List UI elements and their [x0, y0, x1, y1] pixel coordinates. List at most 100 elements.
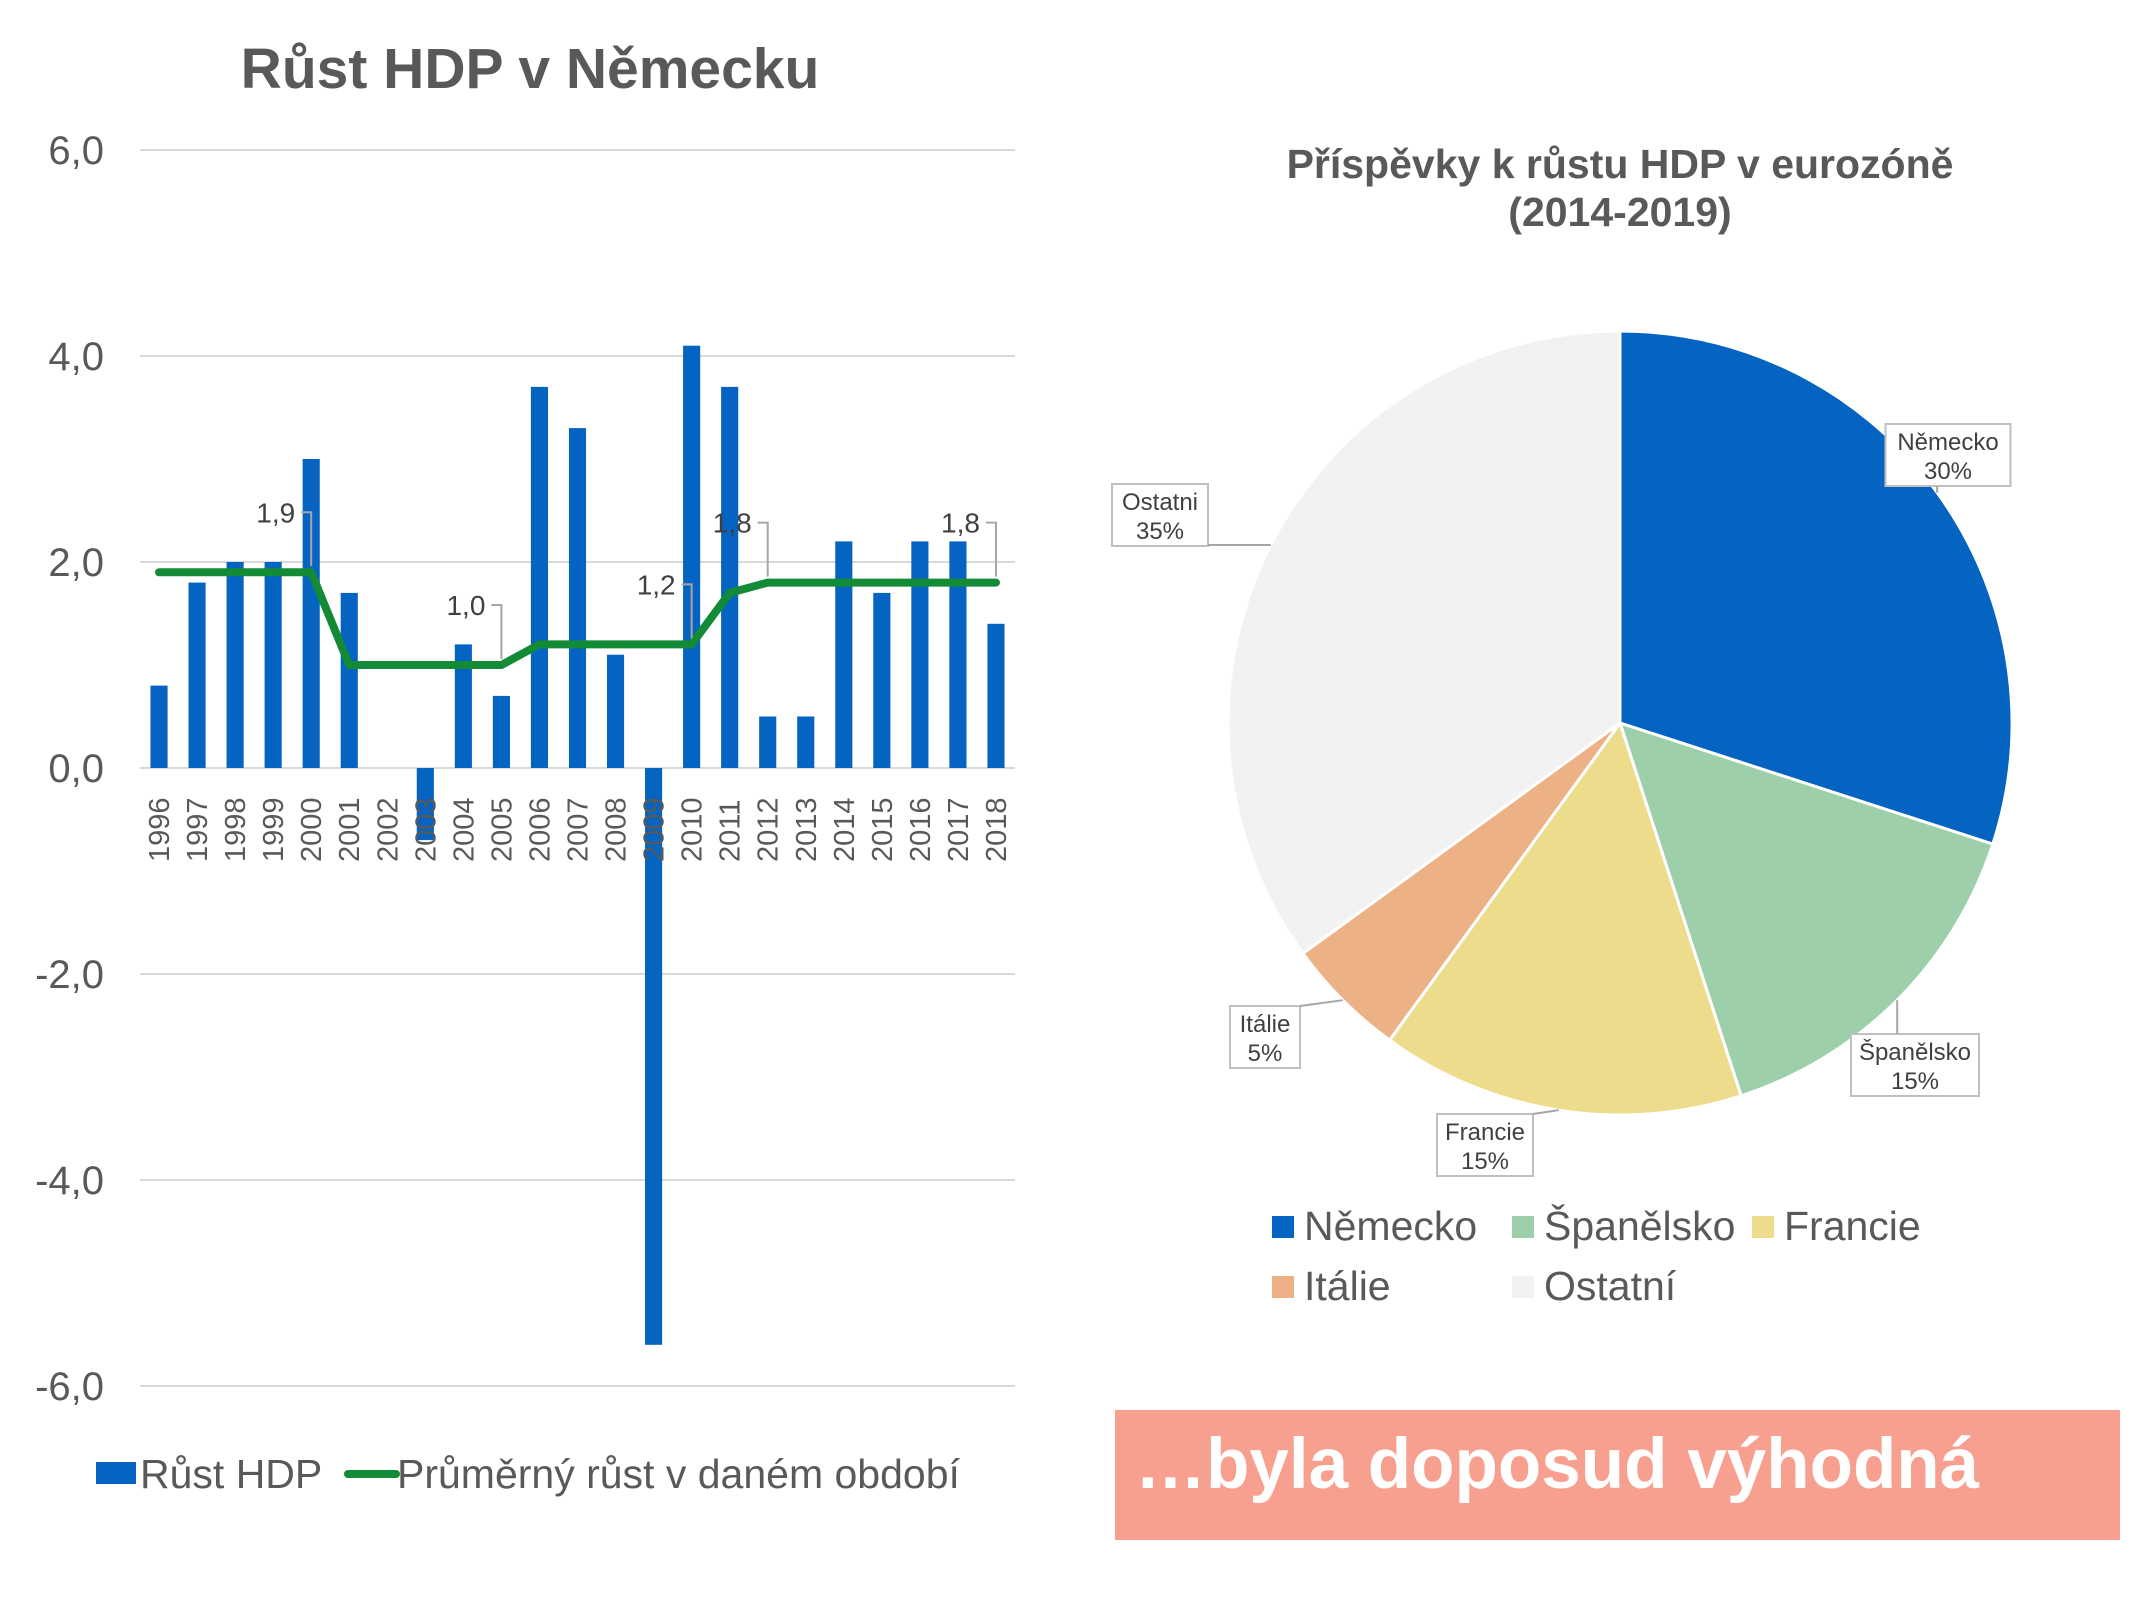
data-label: 1,9 — [256, 497, 295, 528]
bar-chart-bars — [150, 345, 1005, 1345]
pie-callout-leader — [1532, 1109, 1559, 1115]
data-label: 1,2 — [637, 569, 676, 600]
x-tick-label: 1999 — [258, 797, 290, 862]
pie-callout-name: Německo — [1897, 429, 1998, 456]
pie-legend-swatch — [1752, 1216, 1774, 1238]
bar-chart-title: Růst HDP v Německu — [241, 37, 820, 101]
bar-chart-y-axis: 6,0 4,0 2,0 0,0 -2,0 -4,0 -6,0 — [35, 129, 104, 1409]
x-tick-label: 2010 — [677, 797, 709, 862]
x-tick-label: 2004 — [448, 797, 480, 862]
x-tick-label: 2008 — [601, 797, 633, 862]
bar-2001 — [340, 592, 358, 768]
bar-1998 — [226, 562, 244, 768]
bar-2009 — [645, 768, 663, 1345]
bar-1999 — [264, 562, 282, 768]
pie-callout-percent: 5% — [1248, 1040, 1283, 1067]
legend-swatch-bar — [96, 1462, 136, 1484]
pie-legend-label: Itálie — [1304, 1263, 1391, 1309]
bar-2012 — [759, 716, 777, 768]
y-tick-label: -6,0 — [35, 1365, 104, 1409]
x-tick-label: 2011 — [715, 800, 747, 862]
legend-label-gdp-growth: Růst HDP — [140, 1451, 322, 1497]
data-label-leader — [757, 521, 769, 577]
pie-slice-2 — [1387, 719, 1744, 1117]
data-label: 1,8 — [941, 508, 980, 539]
x-tick-label: 2012 — [753, 797, 785, 862]
bar-2018 — [987, 623, 1005, 768]
conclusion-banner: …byla doposud výhodná — [1115, 1410, 2120, 1540]
y-tick-label: -2,0 — [35, 953, 104, 997]
pie-legend-label: Španělsko — [1544, 1203, 1735, 1249]
average-line-data-labels: 1,9 1,0 1,2 1,8 1,8 — [256, 497, 997, 659]
pie-legend-label: Ostatní — [1544, 1263, 1677, 1309]
eurozone-contribution-chart: Příspěvky k růstu HDP v eurozóně (2014-2… — [1111, 141, 2014, 1309]
pie-legend-swatch — [1272, 1276, 1294, 1298]
x-tick-label: 2013 — [791, 797, 823, 862]
bar-2007 — [568, 428, 587, 768]
pie-slice-1 — [1617, 720, 1995, 1098]
pie-callout-percent: 15% — [1461, 1148, 1509, 1175]
data-label-leader — [301, 511, 313, 567]
bar-2016 — [911, 541, 929, 768]
bar-2003 — [416, 768, 434, 841]
bar-2006 — [530, 386, 549, 768]
pie-legend-label: Francie — [1784, 1203, 1921, 1249]
pie-callout-box — [1436, 1113, 1534, 1177]
pie-callout-name: Ostatni — [1122, 489, 1198, 516]
legend-label-average-growth: Průměrný růst v daném období — [397, 1451, 960, 1497]
pie-callout-leader — [1299, 999, 1343, 1007]
average-growth-line — [155, 568, 1000, 669]
data-label-leader — [985, 521, 997, 577]
x-tick-label: 2006 — [524, 797, 556, 862]
bar-1996 — [150, 685, 168, 768]
pie-callouts: Německo30%Španělsko15%Francie15%Itálie5%… — [1111, 423, 2012, 1177]
bar-2014 — [835, 541, 853, 768]
x-tick-label: 2009 — [639, 797, 671, 862]
x-tick-label: 2005 — [486, 797, 518, 862]
pie-legend-swatch — [1512, 1216, 1534, 1238]
data-label: 1,0 — [446, 590, 485, 621]
y-tick-label: 0,0 — [48, 747, 104, 791]
bar-1997 — [188, 582, 206, 768]
banner-text: …byla doposud výhodná — [1135, 1425, 1980, 1504]
pie-callout-percent: 30% — [1924, 458, 1972, 485]
bar-2005 — [492, 695, 510, 768]
data-label-leader — [681, 583, 693, 639]
bar-2004 — [454, 644, 472, 768]
bar-2011 — [721, 386, 739, 768]
pie-slice-0 — [1618, 329, 2014, 847]
data-label-leader — [491, 604, 503, 659]
pie-legend-swatch — [1512, 1276, 1534, 1298]
bar-chart-x-axis: 1996 1997 1998 1999 2000 2001 2002 2003 2004 2005… — [144, 797, 1013, 862]
x-tick-label: 2016 — [905, 797, 937, 862]
pie-callout-box — [1884, 423, 2012, 487]
pie-callout-box — [1111, 483, 1209, 547]
bar-2013 — [797, 716, 815, 768]
bar-2008 — [606, 654, 625, 768]
pie-callout-percent: 35% — [1136, 518, 1184, 545]
x-tick-label: 2014 — [829, 797, 861, 862]
y-tick-label: -4,0 — [35, 1159, 104, 1203]
bar-2010 — [683, 345, 701, 768]
x-tick-label: 2007 — [563, 797, 595, 862]
x-tick-label: 2018 — [981, 797, 1013, 862]
pie-callout-box — [1229, 1005, 1301, 1069]
pie-chart-legend: Německo Španělsko Francie Itálie Ostatní — [1272, 1203, 1921, 1309]
bar-2015 — [873, 592, 891, 768]
data-label: 1,8 — [713, 508, 752, 539]
pie-callout-name: Španělsko — [1859, 1038, 1971, 1066]
x-tick-label: 1998 — [220, 797, 252, 862]
x-tick-label: 2000 — [296, 797, 328, 862]
average-line — [155, 568, 1000, 669]
x-tick-label: 1997 — [182, 797, 214, 862]
pie-callout-percent: 15% — [1891, 1068, 1939, 1095]
pie-slice-4 — [1226, 329, 1622, 956]
pie-legend-label: Německo — [1304, 1203, 1477, 1249]
pie-slices — [1226, 329, 2014, 1117]
pie-callout-box — [1850, 1033, 1980, 1097]
x-tick-label: 2002 — [372, 797, 404, 862]
banner-background — [1115, 1410, 2120, 1540]
pie-chart-title-line1: Příspěvky k růstu HDP v eurozóně — [1287, 141, 1954, 187]
y-tick-label: 6,0 — [48, 129, 104, 173]
